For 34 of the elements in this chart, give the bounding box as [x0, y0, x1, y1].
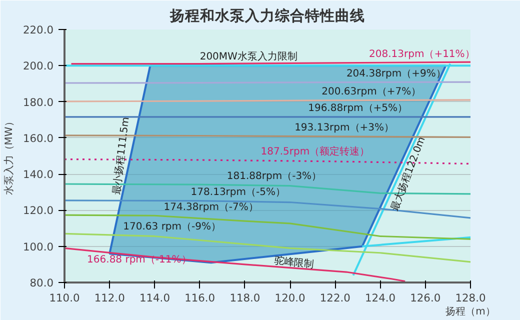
- annotation: 驼峰限制: [274, 254, 315, 271]
- y-tick-label: 140.0: [22, 168, 54, 182]
- x-tick-label: 122.0: [320, 292, 351, 304]
- x-tick-label: 112.0: [94, 292, 126, 304]
- annotation: 204.38rpm（+9%）: [346, 68, 446, 80]
- annotation: 187.5rpm（额定转速）: [260, 146, 370, 158]
- annotation: 174.38rpm（-7%）: [164, 202, 258, 214]
- annotation: 196.88rpm（+5%）: [308, 102, 408, 114]
- y-axis-title: 水泵入力（MW）: [2, 116, 15, 196]
- x-tick-label: 114.0: [139, 292, 170, 304]
- y-tick-label: 100.0: [22, 240, 54, 254]
- x-tick-label: 120.0: [274, 292, 306, 304]
- x-tick-label: 110.0: [49, 292, 80, 304]
- y-tick-label: 220.0: [22, 24, 54, 36]
- annotation: 178.13rpm（-5%）: [190, 186, 286, 198]
- y-tick-label: 80.0: [30, 276, 54, 290]
- x-axis-title: 扬程（m）: [446, 306, 496, 318]
- annotation: 193.13rpm（+3%）: [294, 122, 394, 134]
- y-tick-label: 200.0: [22, 60, 54, 73]
- x-tick-label: 128.0: [455, 292, 486, 304]
- annotation: 208.13rpm（+11%）: [369, 48, 475, 60]
- y-tick-label: 160.0: [22, 132, 54, 145]
- chart-title: 扬程和水泵入力综合特性曲线: [169, 8, 365, 24]
- annotation: 200.63rpm（+7%）: [322, 86, 422, 98]
- annotation: 181.88rpm（-3%）: [226, 170, 322, 182]
- x-tick-label: 126.0: [410, 292, 441, 304]
- y-tick-label: 180.0: [22, 96, 54, 109]
- x-tick-label: 116.0: [184, 292, 216, 304]
- annotation: 200MW水泵入力限制: [200, 50, 298, 63]
- x-tick-label: 118.0: [230, 292, 260, 304]
- annotation: 最小扬程111.5m: [110, 116, 132, 196]
- y-tick-label: 120.0: [22, 204, 54, 218]
- x-tick-label: 124.0: [365, 292, 396, 304]
- annotation: 170.63 rpm（-9%）: [123, 221, 221, 232]
